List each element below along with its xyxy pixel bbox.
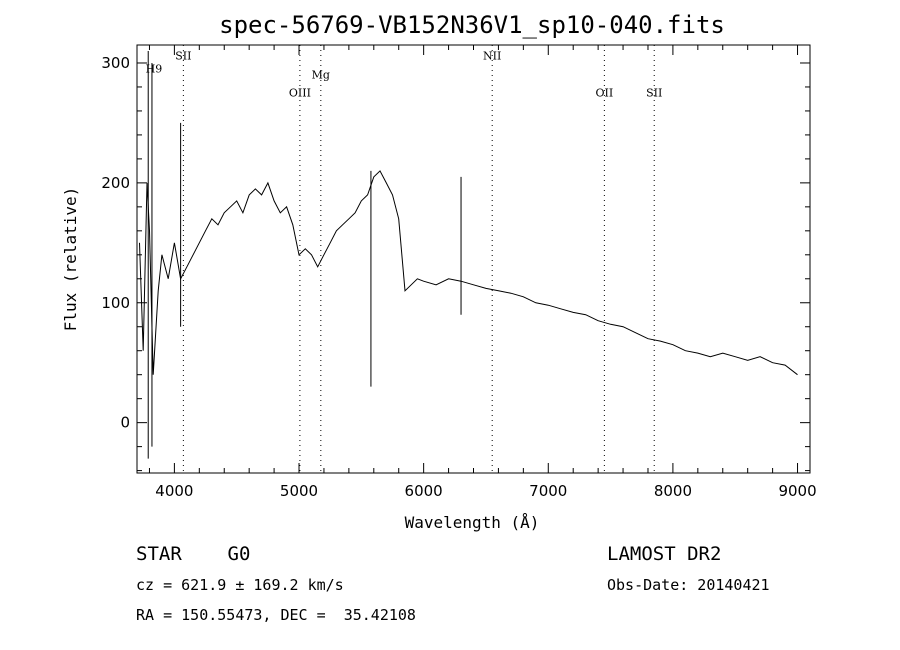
line-annotation: OIII bbox=[289, 87, 311, 100]
line-annotation: H9 bbox=[146, 63, 163, 76]
y-tick-label: 0 bbox=[120, 414, 130, 432]
y-tick-label: 300 bbox=[101, 54, 130, 72]
y-axis-label: Flux (relative) bbox=[61, 187, 80, 332]
x-tick-label: 4000 bbox=[155, 482, 193, 500]
plot-frame bbox=[136, 44, 811, 474]
x-tick-label: 5000 bbox=[280, 482, 318, 500]
y-tick-label: 200 bbox=[101, 174, 130, 192]
x-axis-label: Wavelength (Å) bbox=[405, 513, 540, 532]
line-markers bbox=[182, 45, 655, 473]
x-tick-label: 6000 bbox=[405, 482, 443, 500]
x-axis: 4000 5000 6000 7000 8000 9000 bbox=[148, 45, 817, 500]
y-axis: 0 100 200 300 bbox=[101, 54, 810, 472]
line-annotation: SII bbox=[175, 49, 191, 62]
obs-date: Obs-Date: 20140421 bbox=[607, 576, 770, 594]
chart-title: spec-56769-VB152N36V1_sp10-040.fits bbox=[219, 11, 725, 39]
line-annotation: NII bbox=[483, 49, 501, 62]
redshift-cz: cz = 621.9 ± 169.2 km/s bbox=[136, 576, 344, 594]
survey-name: LAMOST DR2 bbox=[607, 543, 722, 565]
x-tick-label: 9000 bbox=[778, 482, 816, 500]
line-annotation: Mg bbox=[312, 69, 330, 82]
spectrum-series bbox=[139, 50, 798, 459]
x-tick-label: 8000 bbox=[654, 482, 692, 500]
spectrum-line bbox=[139, 170, 798, 376]
line-annotation: SII bbox=[646, 87, 662, 100]
line-annotation: OII bbox=[596, 87, 614, 100]
object-type: STAR G0 bbox=[136, 543, 251, 565]
ra-dec: RA = 150.55473, DEC = 35.42108 bbox=[136, 606, 416, 624]
x-tick-label: 7000 bbox=[529, 482, 567, 500]
y-tick-label: 100 bbox=[101, 294, 130, 312]
